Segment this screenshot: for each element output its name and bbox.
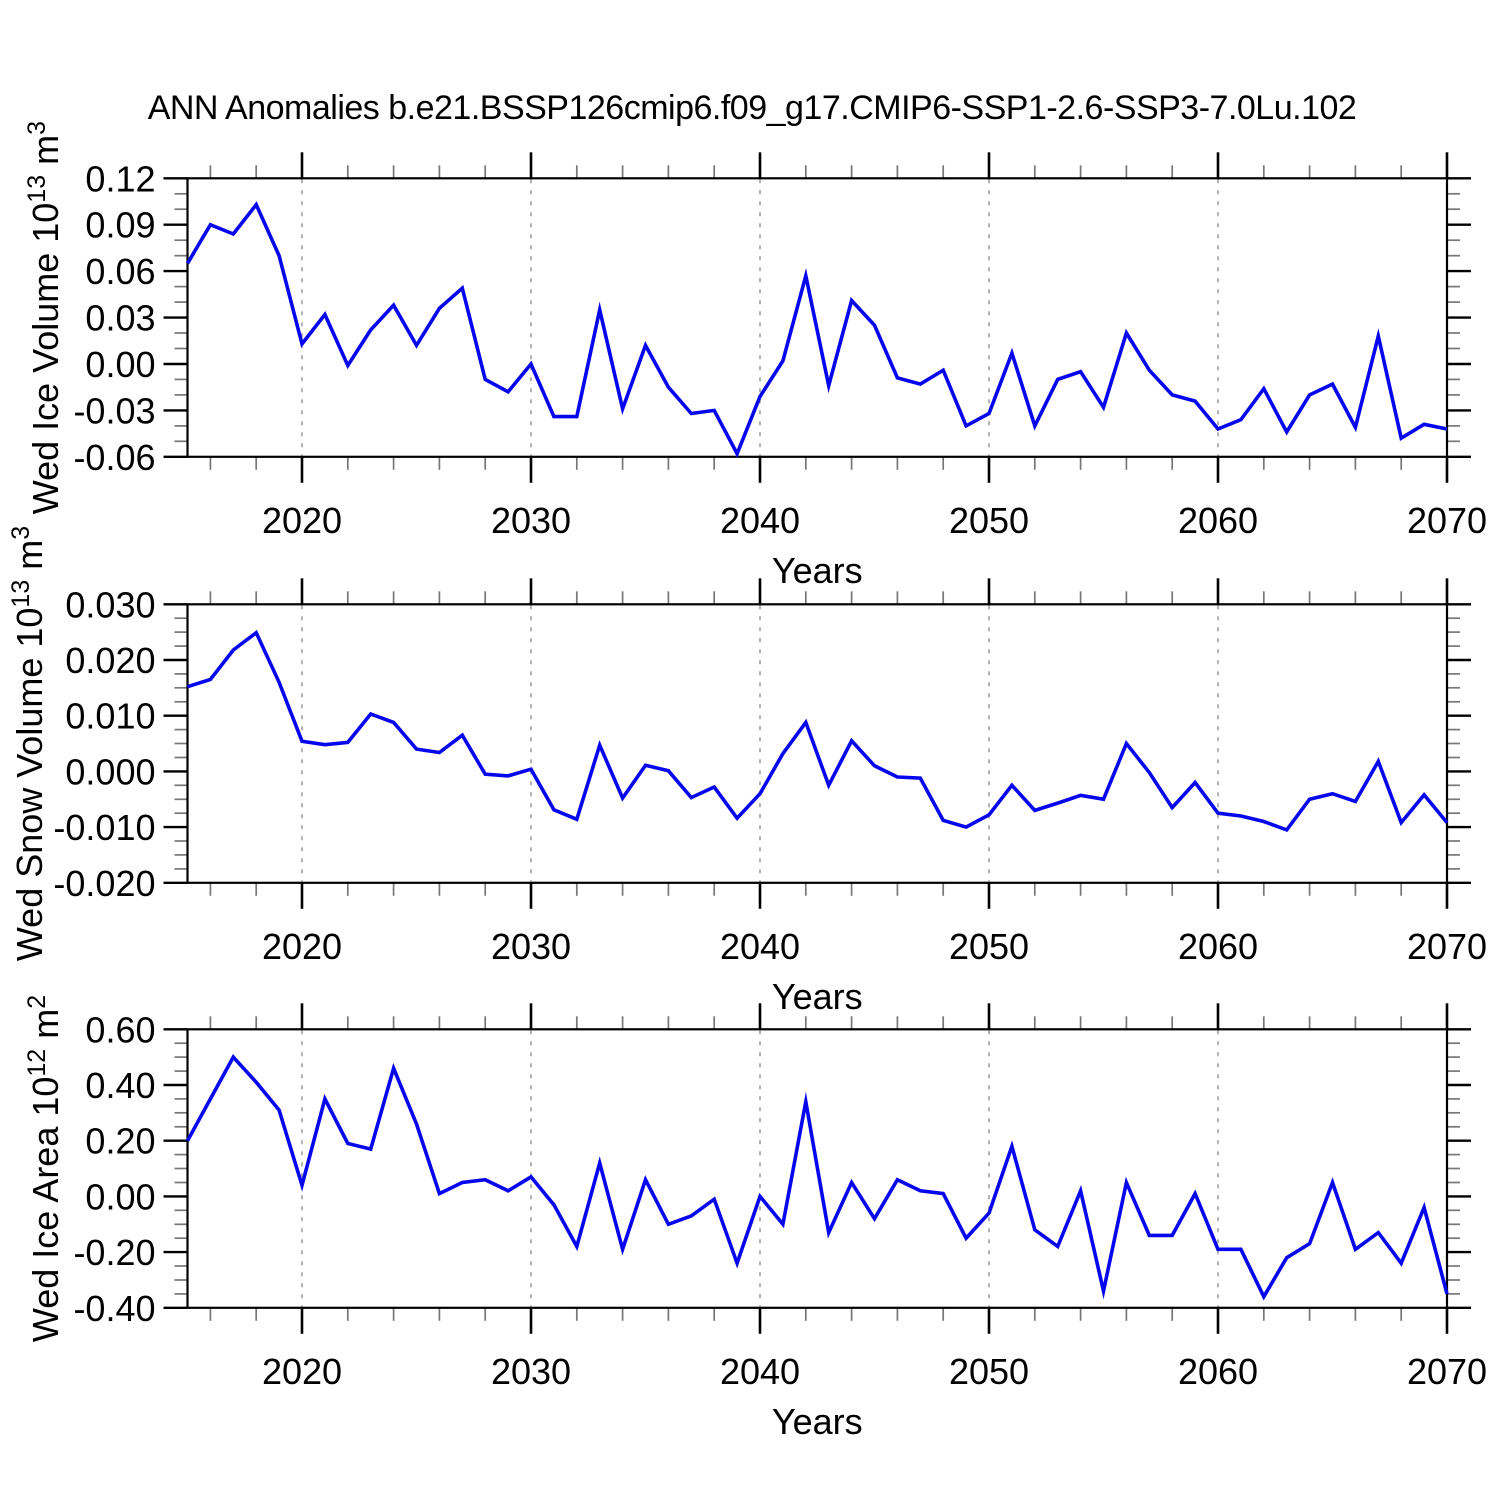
x-tick-label: 2070 [1407,926,1487,967]
wed-ice-volume-line [185,201,1448,458]
wed-ice-area-chart: 2020 2030 2040 2050 2060 2070 0.60 0.40 0.20 0.00… [23,995,1487,1442]
y-tick-label: 0.00 [85,1176,155,1217]
y-tick-label: 0.09 [85,205,155,246]
y-tick-label: -0.40 [73,1288,155,1329]
x-tick-label: 2020 [262,500,342,541]
y-tick-label: -0.03 [73,390,155,431]
x-tick-label: 2070 [1407,500,1487,541]
axis-box [186,603,1449,884]
y-tick-label: 0.000 [65,751,155,792]
y-tick-label: -0.06 [73,437,155,478]
wed-snow-volume-chart: 2020 2030 2040 2050 2060 2070 0.030 0.020 0.010 0… [7,526,1487,1017]
y-tick-label: 0.030 [65,584,155,625]
y-axis-label: Wed Ice Volume 1013 m3 [23,121,66,514]
wed-ice-area-line [185,1054,1449,1301]
axis-box [186,1028,1449,1309]
y-tick-label: -0.010 [53,807,155,848]
y-tick-label: 0.12 [85,158,155,199]
y-tick-label: -0.20 [73,1232,155,1273]
figure-title: ANN Anomalies b.e21.BSSP126cmip6.f09_g17… [148,89,1357,127]
x-tick-label: 2040 [720,926,800,967]
wed-snow-volume-line [186,629,1449,833]
x-tick-label: 2030 [491,1351,571,1392]
x-tick-label: 2030 [491,926,571,967]
y-tick-label: 0.020 [65,640,155,681]
x-tick-label: 2050 [949,500,1029,541]
x-tick-label: 2070 [1407,1351,1487,1392]
y-tick-label: 0.010 [65,696,155,737]
x-tick-label: 2050 [949,926,1029,967]
x-axis-label: Years [772,976,863,1017]
y-tick-label: 0.40 [85,1065,155,1106]
x-tick-label: 2040 [720,500,800,541]
x-tick-label: 2060 [1178,1351,1258,1392]
x-tick-label: 2060 [1178,926,1258,967]
wed-ice-volume-chart: 2020 2030 2040 2050 2060 2070 0.12 0.09 0.06 0.03… [23,121,1487,591]
axis-box [186,177,1449,458]
y-tick-label: 0.03 [85,298,155,339]
x-tick-label: 2030 [491,500,571,541]
y-axis-label: Wed Snow Volume 1013 m3 [7,526,50,961]
y-tick-label: 0.20 [85,1121,155,1162]
y-axis-label: Wed Ice Area 1012 m2 [23,995,66,1342]
x-tick-label: 2050 [949,1351,1029,1392]
x-tick-label: 2060 [1178,500,1258,541]
x-axis-label: Years [772,1401,863,1442]
x-tick-label: 2020 [262,926,342,967]
y-tick-label: -0.020 [53,863,155,904]
x-tick-label: 2020 [262,1351,342,1392]
y-tick-label: 0.00 [85,344,155,385]
x-tick-label: 2040 [720,1351,800,1392]
y-tick-label: 0.06 [85,251,155,292]
x-axis-label: Years [772,550,863,591]
y-tick-label: 0.60 [85,1009,155,1050]
